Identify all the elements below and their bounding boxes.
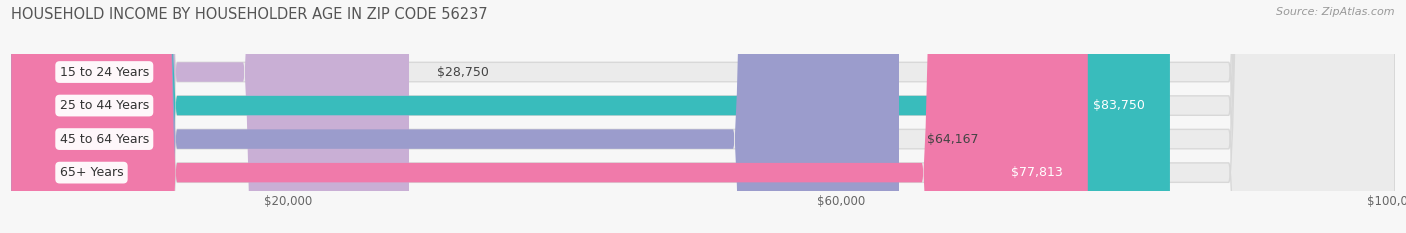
Text: 45 to 64 Years: 45 to 64 Years [59,133,149,146]
Text: Source: ZipAtlas.com: Source: ZipAtlas.com [1277,7,1395,17]
Text: $64,167: $64,167 [927,133,979,146]
FancyBboxPatch shape [11,0,1395,233]
FancyBboxPatch shape [11,0,1170,233]
FancyBboxPatch shape [11,0,1395,233]
FancyBboxPatch shape [11,0,1088,233]
FancyBboxPatch shape [11,0,1395,233]
Text: 65+ Years: 65+ Years [59,166,124,179]
FancyBboxPatch shape [11,0,1395,233]
Text: 25 to 44 Years: 25 to 44 Years [59,99,149,112]
FancyBboxPatch shape [11,0,898,233]
Text: $83,750: $83,750 [1092,99,1144,112]
Text: $77,813: $77,813 [1011,166,1063,179]
Text: HOUSEHOLD INCOME BY HOUSEHOLDER AGE IN ZIP CODE 56237: HOUSEHOLD INCOME BY HOUSEHOLDER AGE IN Z… [11,7,488,22]
FancyBboxPatch shape [11,0,409,233]
Text: $28,750: $28,750 [437,65,488,79]
Text: 15 to 24 Years: 15 to 24 Years [59,65,149,79]
